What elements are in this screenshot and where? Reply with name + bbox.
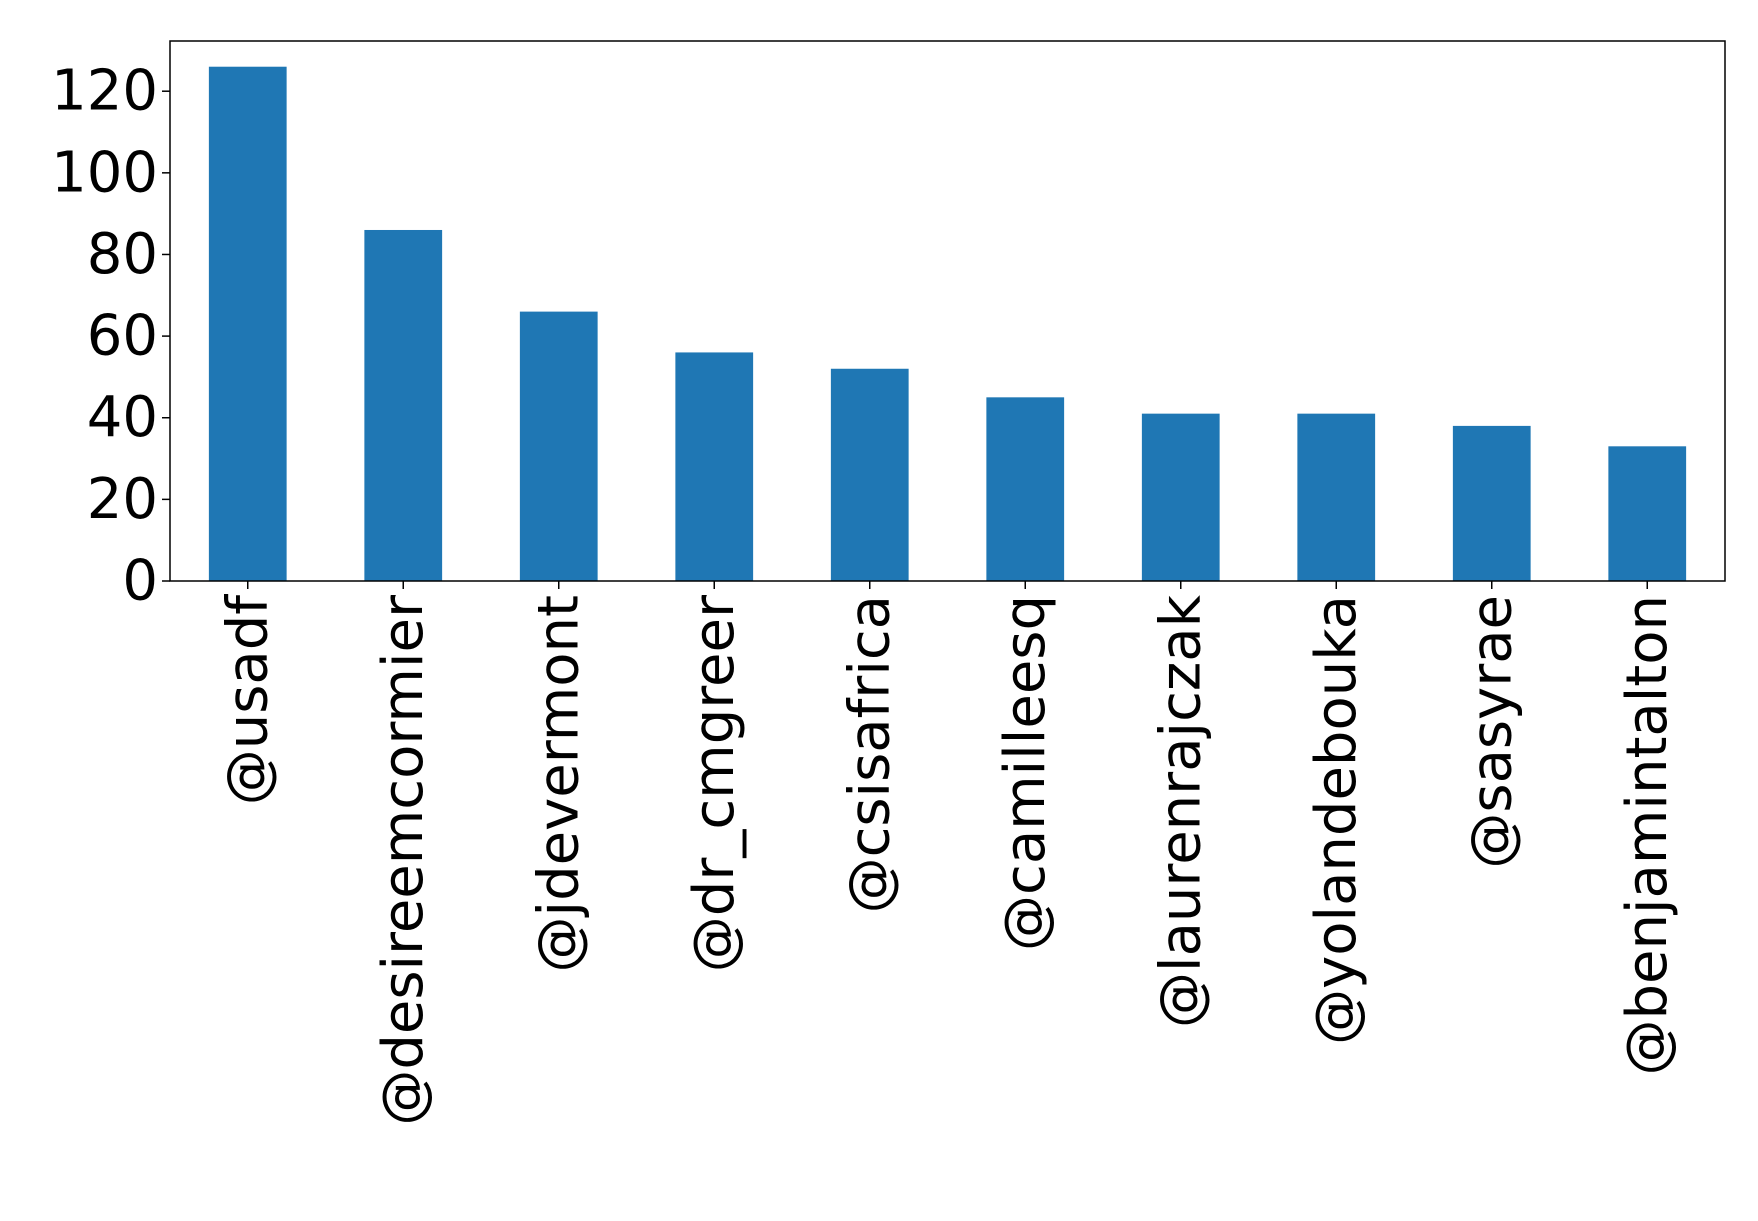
bar-drcmgreer <box>675 352 754 581</box>
y-tick-label: 0 <box>122 549 158 614</box>
x-tick-label: @jdevermont <box>526 595 591 972</box>
bar-jdevermont <box>519 311 598 581</box>
y-tick-label: 80 <box>87 222 158 287</box>
bar-sasyrae <box>1452 425 1531 581</box>
x-tick-label: @laurenrajczak <box>1148 594 1213 1028</box>
x-tick-label: @desireemcormier <box>371 594 436 1126</box>
x-tick-label: @csisafrica <box>837 595 902 913</box>
bar-csisafrica <box>830 368 909 581</box>
y-tick-label: 20 <box>87 467 158 532</box>
x-tick-label: @usadf <box>215 594 280 806</box>
x-tick-label: @dr_cmgreer <box>682 594 747 972</box>
x-tick-label: @sasyrae <box>1459 595 1524 869</box>
bar-desireemcormier <box>364 229 443 581</box>
bars-group <box>208 66 1687 581</box>
x-axis: @usadf @desireemcormier @jdevermont @dr_cmg… <box>215 581 1680 1126</box>
x-tick-label: @benjamintalton <box>1615 595 1680 1076</box>
bar-usadf <box>208 66 287 581</box>
y-tick-label: 120 <box>51 59 158 124</box>
x-tick-label: @camilleesq <box>993 595 1058 951</box>
bar-camilleesq <box>986 397 1065 581</box>
y-tick-label: 100 <box>51 140 158 205</box>
bar-laurenrajczak <box>1141 413 1220 581</box>
y-tick-label: 40 <box>87 385 158 450</box>
bar-benjamintalton <box>1608 446 1687 581</box>
x-tick-label: @yolandebouka <box>1304 595 1369 1045</box>
y-tick-label: 60 <box>87 304 158 369</box>
bar-yolandebouka <box>1297 413 1376 581</box>
y-axis: 0 20 40 60 80 100 120 <box>51 59 170 614</box>
plot-frame <box>169 40 1726 582</box>
